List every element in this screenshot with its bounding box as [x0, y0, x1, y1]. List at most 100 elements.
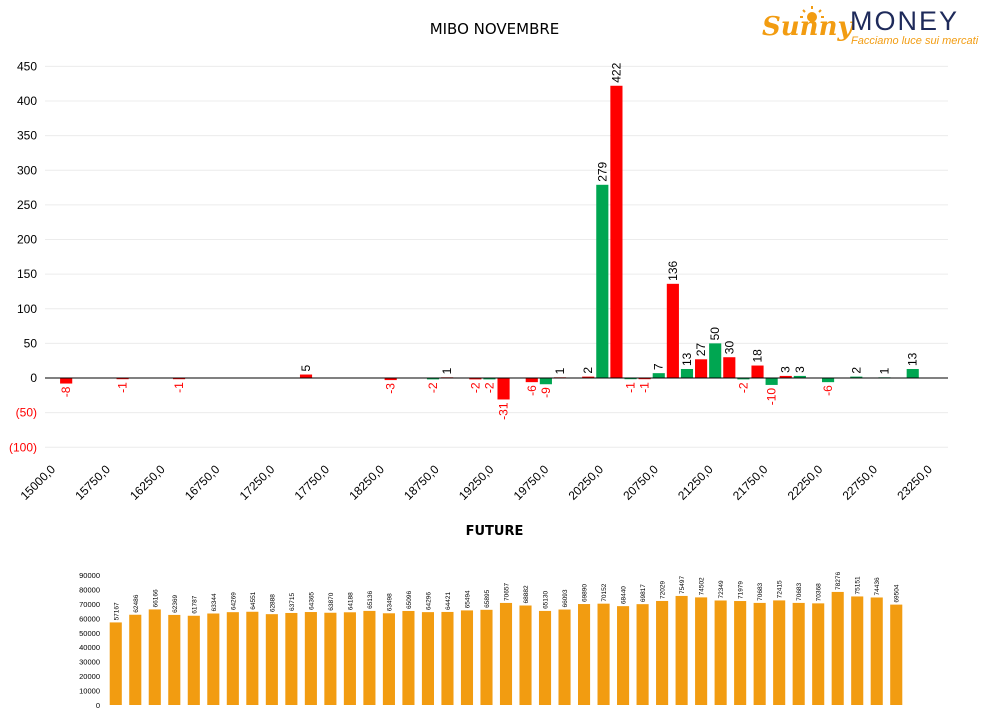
future-bar [753, 602, 766, 705]
x-tick-label: 17250,0 [237, 462, 278, 503]
future-data-label: 75497 [679, 575, 686, 593]
y-tick-label: 250 [17, 198, 37, 212]
future-bar [226, 612, 239, 705]
future-bar [168, 614, 181, 705]
future-data-label: 75151 [855, 576, 862, 594]
bar [695, 359, 708, 378]
future-bar [324, 612, 337, 705]
future-bar [148, 609, 161, 705]
future-data-label: 63344 [211, 593, 218, 611]
x-tick-label: 21750,0 [730, 462, 771, 503]
future-bar [792, 602, 805, 705]
future-data-label: 71979 [738, 581, 745, 599]
data-label: -9 [539, 387, 553, 398]
future-data-label: 64188 [347, 592, 354, 610]
x-tick-label: 22750,0 [840, 462, 881, 503]
future-y-tick-label: 10000 [79, 687, 100, 696]
data-label: -8 [59, 386, 73, 397]
bar [582, 376, 595, 378]
data-label: 3 [793, 366, 807, 373]
data-label: -2 [426, 382, 440, 393]
data-label: 279 [595, 161, 609, 181]
future-bar-chart: 90000 80000 70000 60000 50000 40000 30000 20000… [79, 571, 903, 710]
future-data-label: 64296 [425, 592, 432, 610]
x-tick-label: 20250,0 [566, 462, 607, 503]
future-bar [558, 609, 571, 705]
data-label: 50 [708, 327, 722, 341]
future-y-tick-label: 0 [96, 701, 100, 710]
future-data-label: 66093 [562, 589, 569, 607]
bar [469, 378, 482, 380]
y-tick-label: 150 [17, 267, 37, 281]
bar [426, 378, 440, 380]
bar [680, 368, 694, 378]
future-bar [382, 613, 395, 705]
future-data-label: 62369 [172, 594, 179, 612]
bar [172, 378, 186, 380]
logo-tagline: Facciamo luce sui mercati [851, 35, 979, 47]
future-data-label: 69817 [640, 584, 647, 602]
data-label: -6 [525, 385, 539, 396]
future-data-label: 63498 [386, 593, 393, 611]
bar [737, 378, 750, 380]
future-bar [538, 610, 552, 705]
data-label: -3 [384, 383, 398, 394]
future-bar [714, 600, 727, 705]
future-data-label: 62888 [269, 594, 276, 612]
bar [610, 85, 623, 378]
future-bar [812, 603, 825, 705]
data-label: 30 [722, 341, 736, 355]
future-data-label: 65130 [543, 590, 550, 608]
data-label: 7 [652, 363, 666, 370]
future-bar [285, 612, 298, 705]
future-bar [265, 614, 278, 705]
future-data-label: 66166 [152, 589, 159, 607]
future-data-label: 72415 [777, 580, 784, 598]
future-data-label: 78276 [835, 571, 842, 589]
bar [666, 283, 679, 378]
data-label: -2 [482, 382, 496, 393]
data-label: 1 [440, 367, 454, 374]
data-label: 1 [553, 367, 567, 374]
bar [850, 376, 863, 378]
future-bar [870, 597, 883, 705]
x-tick-label: 15750,0 [72, 462, 113, 503]
future-data-label: 69504 [894, 584, 901, 602]
future-data-label: 57167 [113, 602, 120, 620]
data-label: 1 [878, 367, 892, 374]
data-label: -6 [821, 385, 835, 396]
bar [822, 378, 835, 383]
future-data-label: 62486 [133, 594, 140, 612]
future-bar [831, 591, 844, 705]
future-y-tick-label: 90000 [79, 571, 100, 580]
future-y-tick-label: 20000 [79, 672, 100, 681]
future-bar [499, 602, 513, 705]
future-y-tick-label: 60000 [79, 614, 100, 623]
future-bar [519, 605, 532, 705]
data-label: -1 [172, 382, 186, 393]
future-data-label: 69890 [582, 584, 589, 602]
future-y-tick-label: 50000 [79, 629, 100, 638]
data-label: -1 [624, 382, 638, 393]
future-data-label: 65096 [406, 591, 413, 609]
bar [483, 378, 496, 380]
future-y-tick-label: 40000 [79, 643, 100, 652]
future-data-label: 70152 [601, 583, 608, 601]
future-bar [304, 612, 317, 705]
bar [723, 357, 736, 378]
bar [384, 378, 397, 381]
y-tick-label: (100) [9, 440, 37, 454]
y-tick-label: 400 [17, 94, 37, 108]
sunny-money-logo: Sunny MONEY Facciamo luce sui mercati [762, 6, 979, 47]
future-data-label: 65895 [484, 589, 491, 607]
data-label: -31 [497, 402, 511, 420]
future-bar [460, 610, 474, 705]
logo-word-sunny: Sunny [762, 12, 854, 42]
future-y-tick-label: 70000 [79, 600, 100, 609]
y-tick-label: 50 [24, 336, 38, 350]
future-data-label: 70683 [757, 582, 764, 600]
bar [525, 378, 538, 383]
future-bar [675, 595, 688, 705]
bar [497, 378, 510, 400]
